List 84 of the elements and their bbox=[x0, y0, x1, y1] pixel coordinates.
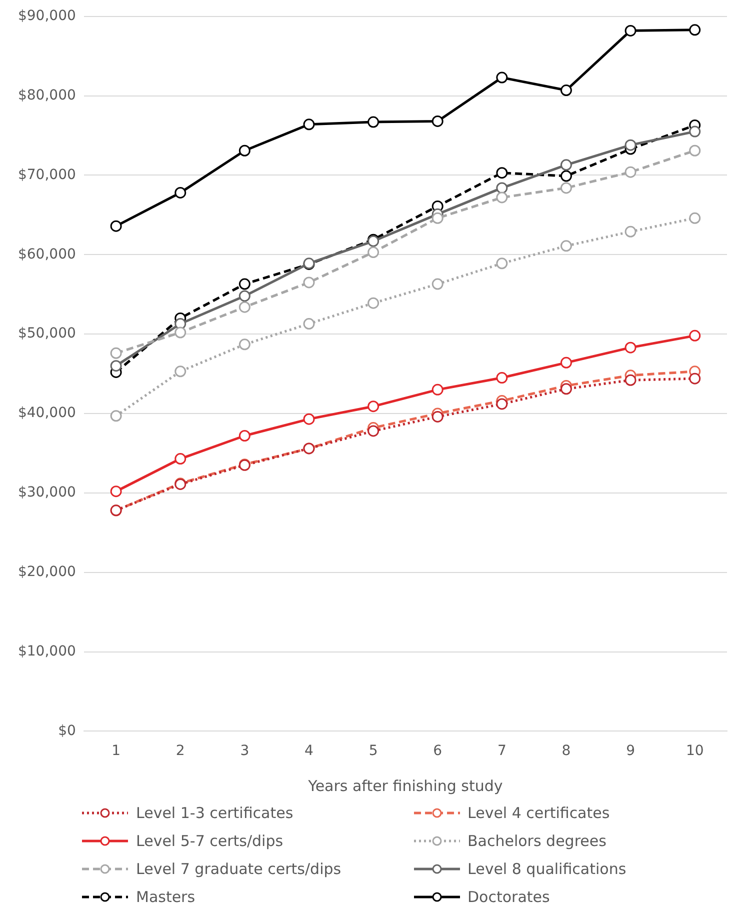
y-tick-label: $90,000 bbox=[18, 8, 76, 24]
point bbox=[496, 398, 508, 410]
point bbox=[689, 24, 701, 36]
x-tick-label: 6 bbox=[433, 743, 442, 760]
y-tick-label: $30,000 bbox=[18, 484, 76, 501]
point bbox=[110, 360, 122, 372]
point bbox=[432, 212, 444, 224]
point bbox=[689, 330, 701, 342]
point bbox=[238, 144, 250, 156]
point bbox=[560, 159, 572, 171]
legend-label: Level 5-7 certs/dips bbox=[136, 832, 284, 850]
point bbox=[110, 347, 122, 359]
point bbox=[560, 84, 572, 96]
point bbox=[303, 413, 315, 425]
point bbox=[624, 24, 636, 36]
y-tick-label: $60,000 bbox=[18, 246, 76, 262]
point bbox=[110, 410, 122, 422]
x-tick-label: 8 bbox=[562, 743, 571, 760]
point bbox=[560, 170, 572, 182]
point bbox=[238, 301, 250, 313]
point bbox=[174, 453, 186, 465]
y-tick-label: $50,000 bbox=[18, 326, 76, 342]
legend-label: Bachelors degrees bbox=[468, 832, 606, 850]
y-tick-label: $20,000 bbox=[18, 564, 76, 580]
point bbox=[432, 115, 444, 127]
y-tick-label: $40,000 bbox=[18, 405, 76, 422]
point bbox=[110, 220, 122, 232]
point bbox=[560, 240, 572, 252]
point bbox=[689, 212, 701, 224]
point bbox=[496, 192, 508, 204]
point bbox=[624, 374, 636, 386]
point bbox=[560, 182, 572, 194]
point bbox=[496, 167, 508, 179]
point bbox=[496, 372, 508, 384]
point bbox=[368, 246, 380, 258]
point bbox=[624, 226, 636, 238]
point bbox=[238, 290, 250, 302]
point bbox=[238, 278, 250, 290]
point bbox=[368, 400, 380, 412]
point bbox=[496, 182, 508, 194]
legend-label: Level 4 certificates bbox=[468, 804, 610, 822]
x-tick-label: 3 bbox=[240, 743, 250, 760]
y-tick-label: $10,000 bbox=[18, 643, 76, 660]
point bbox=[689, 126, 701, 138]
point bbox=[496, 258, 508, 270]
legend-label: Level 8 qualifications bbox=[468, 860, 626, 878]
point bbox=[174, 186, 186, 198]
point bbox=[560, 383, 572, 395]
point bbox=[368, 425, 380, 437]
x-tick-label: 2 bbox=[176, 743, 185, 760]
point bbox=[238, 430, 250, 442]
legend-label: Doctorates bbox=[468, 888, 550, 906]
legend-label: Level 7 graduate certs/dips bbox=[136, 860, 342, 878]
legend-label: Level 1-3 certificates bbox=[136, 804, 294, 822]
point bbox=[624, 166, 636, 178]
point bbox=[174, 326, 186, 338]
point bbox=[689, 372, 701, 384]
point bbox=[368, 116, 380, 128]
y-tick-label: $70,000 bbox=[18, 166, 76, 183]
legend-label: Masters bbox=[136, 888, 196, 906]
point bbox=[432, 384, 444, 396]
point bbox=[238, 338, 250, 350]
point bbox=[689, 144, 701, 156]
point bbox=[110, 486, 122, 498]
point bbox=[432, 410, 444, 422]
point bbox=[624, 342, 636, 354]
y-tick-label: $80,000 bbox=[18, 87, 76, 104]
point bbox=[432, 278, 444, 290]
x-tick-label: 4 bbox=[304, 743, 314, 760]
x-tick-label: 10 bbox=[686, 743, 704, 760]
point bbox=[303, 118, 315, 130]
x-tick-label: 9 bbox=[626, 743, 635, 760]
point bbox=[303, 276, 315, 288]
x-tick-label: 7 bbox=[497, 743, 506, 760]
point bbox=[624, 139, 636, 151]
x-axis-title: Years after finishing study bbox=[307, 776, 503, 795]
point bbox=[560, 356, 572, 368]
x-tick-label: 1 bbox=[112, 743, 121, 760]
x-tick-label: 5 bbox=[368, 743, 378, 760]
point bbox=[496, 72, 508, 84]
point bbox=[368, 297, 380, 309]
point bbox=[303, 318, 315, 330]
y-tick-label: $0 bbox=[58, 722, 76, 739]
point bbox=[174, 366, 186, 378]
